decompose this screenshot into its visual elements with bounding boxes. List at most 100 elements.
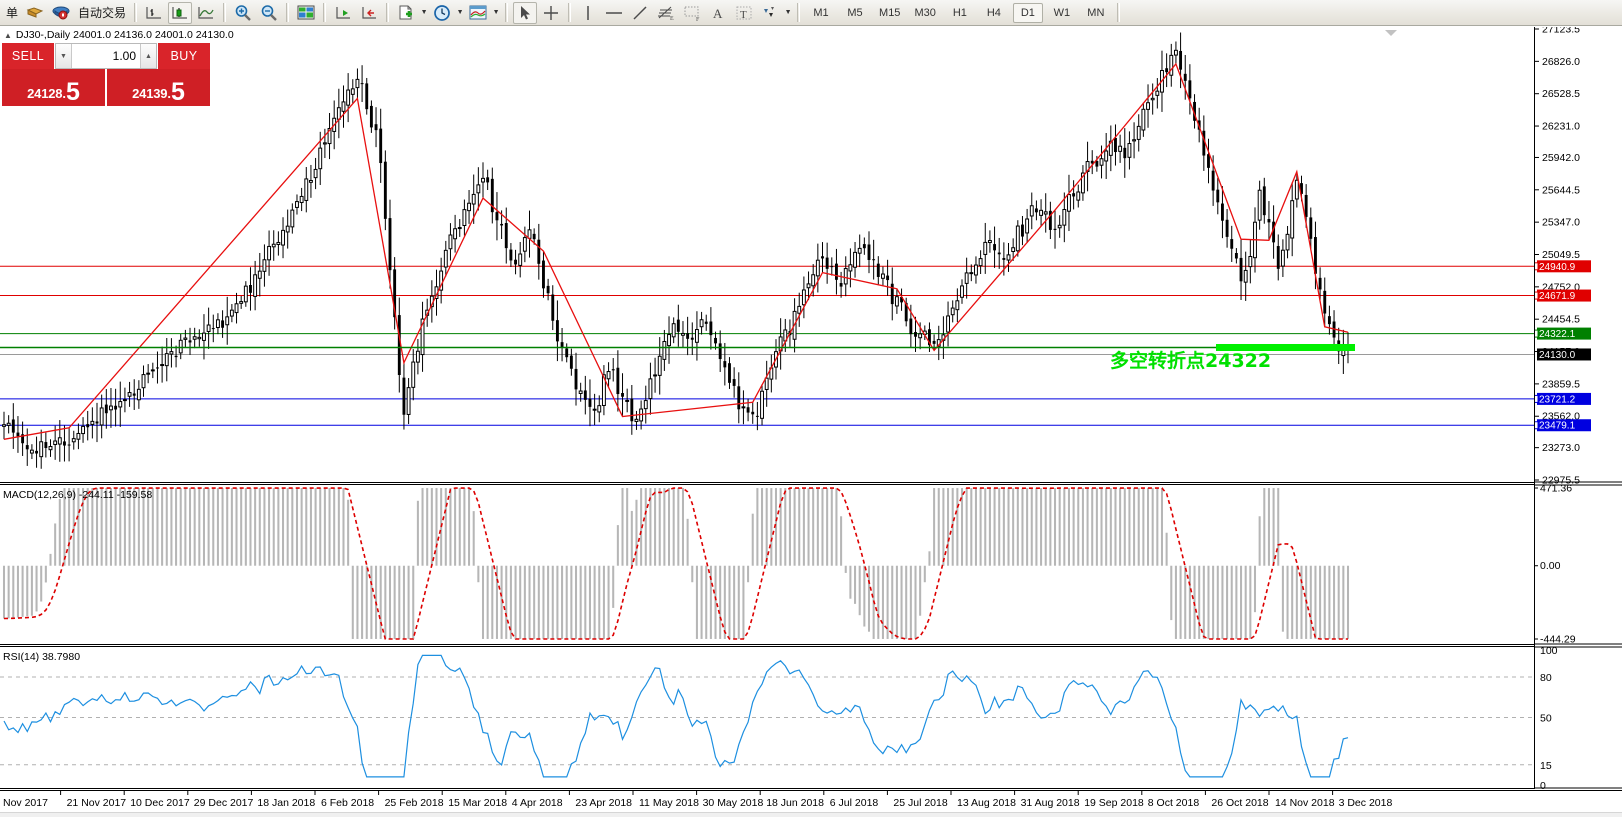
one-click-trading-panel[interactable]: SELL ▼ 1.00 ▲ BUY 24128 . 5 24139 . 5 — [2, 43, 210, 106]
svg-text:29 Dec 2017: 29 Dec 2017 — [194, 797, 254, 809]
line-chart-icon[interactable] — [194, 2, 218, 24]
templates-icon[interactable] — [466, 2, 490, 24]
text-label-icon[interactable]: A — [706, 2, 730, 24]
svg-text:25 Feb 2018: 25 Feb 2018 — [385, 797, 444, 809]
svg-text:4 Apr 2018: 4 Apr 2018 — [512, 797, 563, 809]
cursor-icon[interactable] — [513, 1, 538, 24]
expert-advisor-icon[interactable] — [49, 2, 73, 24]
chevron-down-icon[interactable]: ▼ — [784, 9, 792, 16]
svg-text:24130.0: 24130.0 — [1539, 350, 1576, 361]
volume-increase-icon[interactable]: ▲ — [140, 44, 156, 68]
toolbar-separator — [797, 3, 801, 22]
volume-input[interactable]: 1.00 — [112, 49, 136, 63]
crosshair-icon[interactable] — [539, 2, 563, 24]
toolbar-separator — [386, 3, 390, 22]
timeframe-w1[interactable]: W1 — [1053, 6, 1071, 19]
tile-windows-icon[interactable] — [294, 2, 318, 24]
chevron-down-icon[interactable] — [1385, 30, 1397, 36]
svg-text:14 Nov 2018: 14 Nov 2018 — [1275, 797, 1335, 809]
buy-price-separator: . — [167, 86, 171, 101]
trendline-icon[interactable] — [628, 2, 652, 24]
svg-text:24671.9: 24671.9 — [1539, 291, 1576, 302]
svg-text:18 Jan 2018: 18 Jan 2018 — [257, 797, 315, 809]
price-scale[interactable]: 27123.5 26826.0 26528.5 26231.0 25942.0 25644… — [1534, 27, 1622, 789]
svg-text:25347.0: 25347.0 — [1542, 217, 1580, 229]
svg-text:23273.0: 23273.0 — [1542, 442, 1580, 454]
chart-window[interactable]: 多空转折点24322 MACD(12,26,9) -244.11 -159.58… — [0, 27, 1622, 817]
symbol-info-bar: ▲ DJ30-,Daily 24001.0 24136.0 24001.0 24… — [4, 29, 234, 41]
candlestick-chart-icon[interactable] — [168, 1, 193, 24]
timeframe-m15[interactable]: M15 — [879, 6, 901, 19]
buy-button[interactable]: BUY — [158, 43, 210, 69]
buy-price-decimal: 5 — [170, 78, 185, 106]
auto-scroll-icon[interactable] — [331, 2, 355, 24]
svg-text:T: T — [740, 9, 747, 21]
svg-text:10 Dec 2017: 10 Dec 2017 — [130, 797, 190, 809]
svg-text:18 Jun 2018: 18 Jun 2018 — [766, 797, 824, 809]
svg-text:21 Nov 2017: 21 Nov 2017 — [67, 797, 127, 809]
svg-text:80: 80 — [1540, 672, 1552, 684]
chevron-down-icon[interactable]: ▼ — [492, 9, 500, 16]
svg-text:30 May 2018: 30 May 2018 — [703, 797, 764, 809]
timeframe-m30[interactable]: M30 — [914, 6, 936, 19]
bar-chart-icon[interactable] — [142, 2, 166, 24]
svg-text:22975.5: 22975.5 — [1542, 475, 1580, 487]
macd-panel-divider — [0, 482, 1534, 485]
svg-text:F: F — [696, 17, 700, 22]
svg-text:24940.9: 24940.9 — [1539, 262, 1576, 273]
toolbar-separator — [134, 3, 138, 22]
svg-text:26826.0: 26826.0 — [1542, 56, 1580, 68]
svg-text:24322.1: 24322.1 — [1539, 329, 1576, 340]
svg-text:19 Sep 2018: 19 Sep 2018 — [1084, 797, 1144, 809]
timeframe-h4[interactable]: H4 — [986, 6, 1001, 19]
zoom-out-icon[interactable] — [257, 2, 281, 24]
svg-text:15 Mar 2018: 15 Mar 2018 — [448, 797, 507, 809]
macd-indicator-label: MACD(12,26,9) -244.11 -159.58 — [3, 489, 153, 501]
svg-text:6 Feb 2018: 6 Feb 2018 — [321, 797, 374, 809]
svg-text:24454.5: 24454.5 — [1542, 314, 1580, 326]
new-chart-icon[interactable] — [394, 2, 418, 24]
period-clock-icon[interactable] — [430, 2, 454, 24]
horizontal-line-icon[interactable] — [602, 2, 626, 24]
svg-text:8 Oct 2018: 8 Oct 2018 — [1148, 797, 1200, 809]
chart-annotation-text: 多空转折点24322 — [1110, 350, 1272, 372]
svg-text:471.36: 471.36 — [1540, 483, 1572, 495]
buy-price-integer: 24139 — [132, 86, 168, 101]
fibonacci-icon[interactable]: E — [654, 2, 678, 24]
buy-price-display[interactable]: 24139 . 5 — [107, 69, 210, 106]
toolbar-separator — [323, 3, 327, 22]
svg-text:0: 0 — [1540, 780, 1546, 789]
svg-text:26231.0: 26231.0 — [1542, 121, 1580, 133]
timeframe-m1[interactable]: M1 — [813, 6, 829, 19]
volume-stepper[interactable]: ▼ 1.00 ▲ — [55, 43, 157, 69]
sell-price-display[interactable]: 24128 . 5 — [2, 69, 105, 106]
collapse-icon[interactable]: ▲ — [4, 30, 12, 40]
autotrade-label[interactable]: 自动交易 — [78, 6, 127, 20]
shapes-icon[interactable] — [758, 2, 782, 24]
chevron-down-icon[interactable]: ▼ — [456, 9, 464, 16]
svg-text:23859.5: 23859.5 — [1542, 378, 1580, 390]
sell-button[interactable]: SELL — [2, 43, 54, 69]
orders-label: 单 — [6, 6, 19, 20]
chevron-down-icon[interactable]: ▼ — [420, 9, 428, 16]
svg-text:6 Jul 2018: 6 Jul 2018 — [830, 797, 879, 809]
timeframe-h1[interactable]: H1 — [952, 6, 967, 19]
timeframe-m5[interactable]: M5 — [847, 6, 863, 19]
svg-text:15: 15 — [1540, 760, 1552, 772]
text-icon[interactable]: T — [732, 2, 756, 24]
toolbar-separator — [223, 3, 227, 22]
channel-icon[interactable]: F — [680, 2, 704, 24]
svg-text:25942.0: 25942.0 — [1542, 152, 1580, 164]
main-toolbar: 单 自动交易 — [0, 0, 1622, 26]
timeframe-mn[interactable]: MN — [1087, 6, 1105, 19]
timeframe-d1[interactable]: D1 — [1012, 2, 1043, 23]
svg-text:23 Apr 2018: 23 Apr 2018 — [575, 797, 632, 809]
volume-decrease-icon[interactable]: ▼ — [56, 44, 72, 68]
folder-icon[interactable] — [23, 2, 47, 24]
vertical-line-icon[interactable] — [576, 2, 600, 24]
toolbar-separator — [568, 3, 572, 22]
chart-canvas[interactable] — [0, 27, 1534, 789]
zoom-in-icon[interactable] — [231, 2, 255, 24]
toolbar-separator — [505, 3, 509, 22]
chart-shift-icon[interactable] — [357, 2, 381, 24]
